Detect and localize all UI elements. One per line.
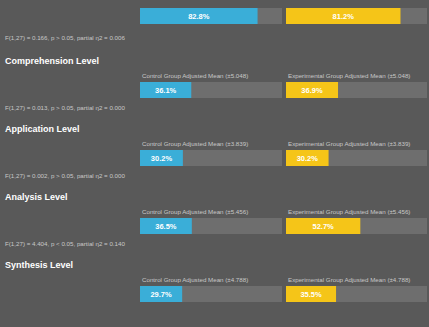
bar-track [140, 82, 282, 98]
bar-track [140, 8, 282, 24]
bar-group [140, 150, 183, 166]
level-title: Application Level [5, 124, 80, 134]
background [0, 0, 429, 327]
data-label: 81.2% [333, 12, 355, 21]
bar-track [286, 218, 427, 234]
bar [286, 8, 400, 24]
stat-text: F(1,27) = 0.002, p > 0.05, partial η2 = … [5, 172, 125, 179]
bar [286, 150, 329, 166]
stat-text: F(1,27) = 0.166, p > 0.05, partial η2 = … [5, 34, 125, 41]
data-label: 52.7% [313, 222, 335, 231]
category-label: Experimental Group Adjusted Mean (±4.788… [288, 276, 410, 283]
data-label: 29.7% [150, 290, 172, 299]
bar [140, 82, 191, 98]
level-title: Analysis Level [5, 192, 68, 202]
stat-text: F(1,27) = 4.404, p < 0.05, partial η2 = … [5, 240, 125, 247]
bar [140, 218, 192, 234]
bar-track [286, 82, 427, 98]
data-label: 35.5% [300, 290, 322, 299]
category-label: Control Group Adjusted Mean (±5.456) [142, 208, 248, 215]
bar-track [140, 218, 282, 234]
bar [140, 8, 258, 24]
bar-group [140, 8, 258, 24]
row: Comprehension Level F(1,27) = 0.013, p > … [5, 56, 427, 111]
category-label: Experimental Group Adjusted Mean (±5.048… [288, 72, 410, 79]
page: {"chart_data": [ {"type": "bar", "orient… [0, 0, 429, 327]
bar-track [286, 150, 427, 166]
bar-group [140, 218, 192, 234]
bar-group [286, 218, 360, 234]
bar-track [286, 286, 427, 302]
data-label: 30.2% [297, 154, 319, 163]
bar-group [286, 8, 400, 24]
stat-text: F(1,27) = 0.013, p > 0.05, partial η2 = … [5, 104, 125, 111]
bar [286, 82, 338, 98]
bar-group [140, 82, 191, 98]
level-title: Comprehension Level [5, 56, 99, 66]
bar-track [140, 150, 282, 166]
bar [286, 218, 360, 234]
bar-group [140, 286, 182, 302]
data-label: 36.1% [155, 86, 177, 95]
bar-track [286, 8, 427, 24]
data-label: 36.9% [301, 86, 323, 95]
bar-group [286, 150, 329, 166]
bar [286, 286, 336, 302]
row: Analysis Level F(1,27) = 4.404, p < 0.05,… [5, 192, 427, 247]
category-label: Experimental Group Adjusted Mean (±5.456… [288, 208, 410, 215]
category-label: Control Group Adjusted Mean (±3.839) [142, 140, 248, 147]
chart: F(1,27) = 0.166, p > 0.05, partial η2 = … [0, 0, 429, 327]
level-title: Synthesis Level [5, 260, 73, 270]
row: Application Level F(1,27) = 0.002, p > 0.… [5, 124, 427, 179]
category-label: Control Group Adjusted Mean (±4.788) [142, 276, 248, 283]
row: F(1,27) = 0.166, p > 0.05, partial η2 = … [5, 8, 427, 41]
bar [140, 286, 182, 302]
bar [140, 150, 183, 166]
category-label: Control Group Adjusted Mean (±5.048) [142, 72, 248, 79]
bar-group [286, 82, 338, 98]
data-label: 36.5% [155, 222, 177, 231]
bar-track [140, 286, 282, 302]
category-label: Experimental Group Adjusted Mean (±3.839… [288, 140, 410, 147]
row: Synthesis Level Control Group Adjusted Me… [5, 260, 427, 302]
data-label: 30.2% [151, 154, 173, 163]
bar-group [286, 286, 336, 302]
data-label: 82.8% [188, 12, 210, 21]
